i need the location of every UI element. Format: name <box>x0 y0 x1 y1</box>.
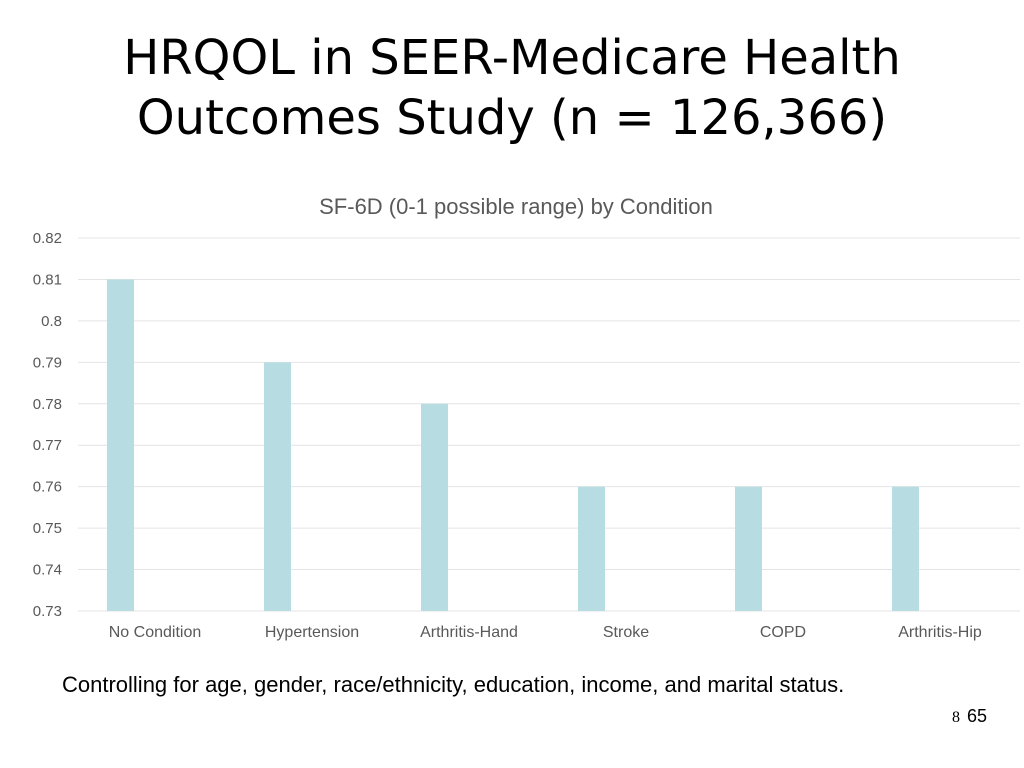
chart-bars <box>107 279 919 611</box>
y-tick-label: 0.77 <box>33 437 62 454</box>
y-tick-label: 0.74 <box>33 562 62 579</box>
x-tick-label: No Condition <box>109 624 202 641</box>
chart-title: SF-6D (0-1 possible range) by Condition <box>319 194 713 219</box>
y-tick-label: 0.81 <box>33 271 62 288</box>
bar-chart: SF-6D (0-1 possible range) by Condition … <box>33 194 1020 641</box>
y-tick-label: 0.73 <box>33 603 62 620</box>
page-number: 8 65 <box>952 706 987 727</box>
y-tick-label: 0.8 <box>41 313 62 330</box>
x-tick-label: Hypertension <box>265 624 359 641</box>
x-axis-tick-labels: No Condition Hypertension Arthritis-Hand St… <box>109 624 982 641</box>
slide-title-line-1: HRQOL in SEER-Medicare Health <box>123 30 901 86</box>
y-tick-label: 0.79 <box>33 354 62 371</box>
y-tick-label: 0.76 <box>33 479 62 496</box>
x-tick-label: COPD <box>760 624 806 641</box>
bar-arthritis-hip <box>892 486 919 611</box>
slide-title-line-2: Outcomes Study (n = 126,366) <box>136 90 888 146</box>
x-tick-label: Arthritis-Hand <box>420 624 518 641</box>
slide-title: HRQOL in SEER-Medicare Health Outcomes S… <box>0 28 1024 148</box>
y-tick-label: 0.75 <box>33 520 62 537</box>
bar-copd <box>735 486 762 611</box>
bar-hypertension <box>264 362 291 611</box>
page-number-small: 8 <box>952 709 960 726</box>
y-tick-label: 0.78 <box>33 396 62 413</box>
y-axis-tick-labels: 0.73 0.74 0.75 0.76 0.77 0.78 0.79 0.8 0.81 0.82 <box>33 230 62 620</box>
x-tick-label: Arthritis-Hip <box>898 624 982 641</box>
bar-arthritis-hand <box>421 403 448 611</box>
bar-stroke <box>578 486 605 611</box>
y-tick-label: 0.82 <box>33 230 62 247</box>
chart-gridlines <box>78 237 1020 612</box>
bar-no-condition <box>107 279 134 611</box>
footnote: Controlling for age, gender, race/ethnic… <box>62 672 845 697</box>
x-tick-label: Stroke <box>603 624 649 641</box>
page-number-main: 65 <box>967 706 988 726</box>
